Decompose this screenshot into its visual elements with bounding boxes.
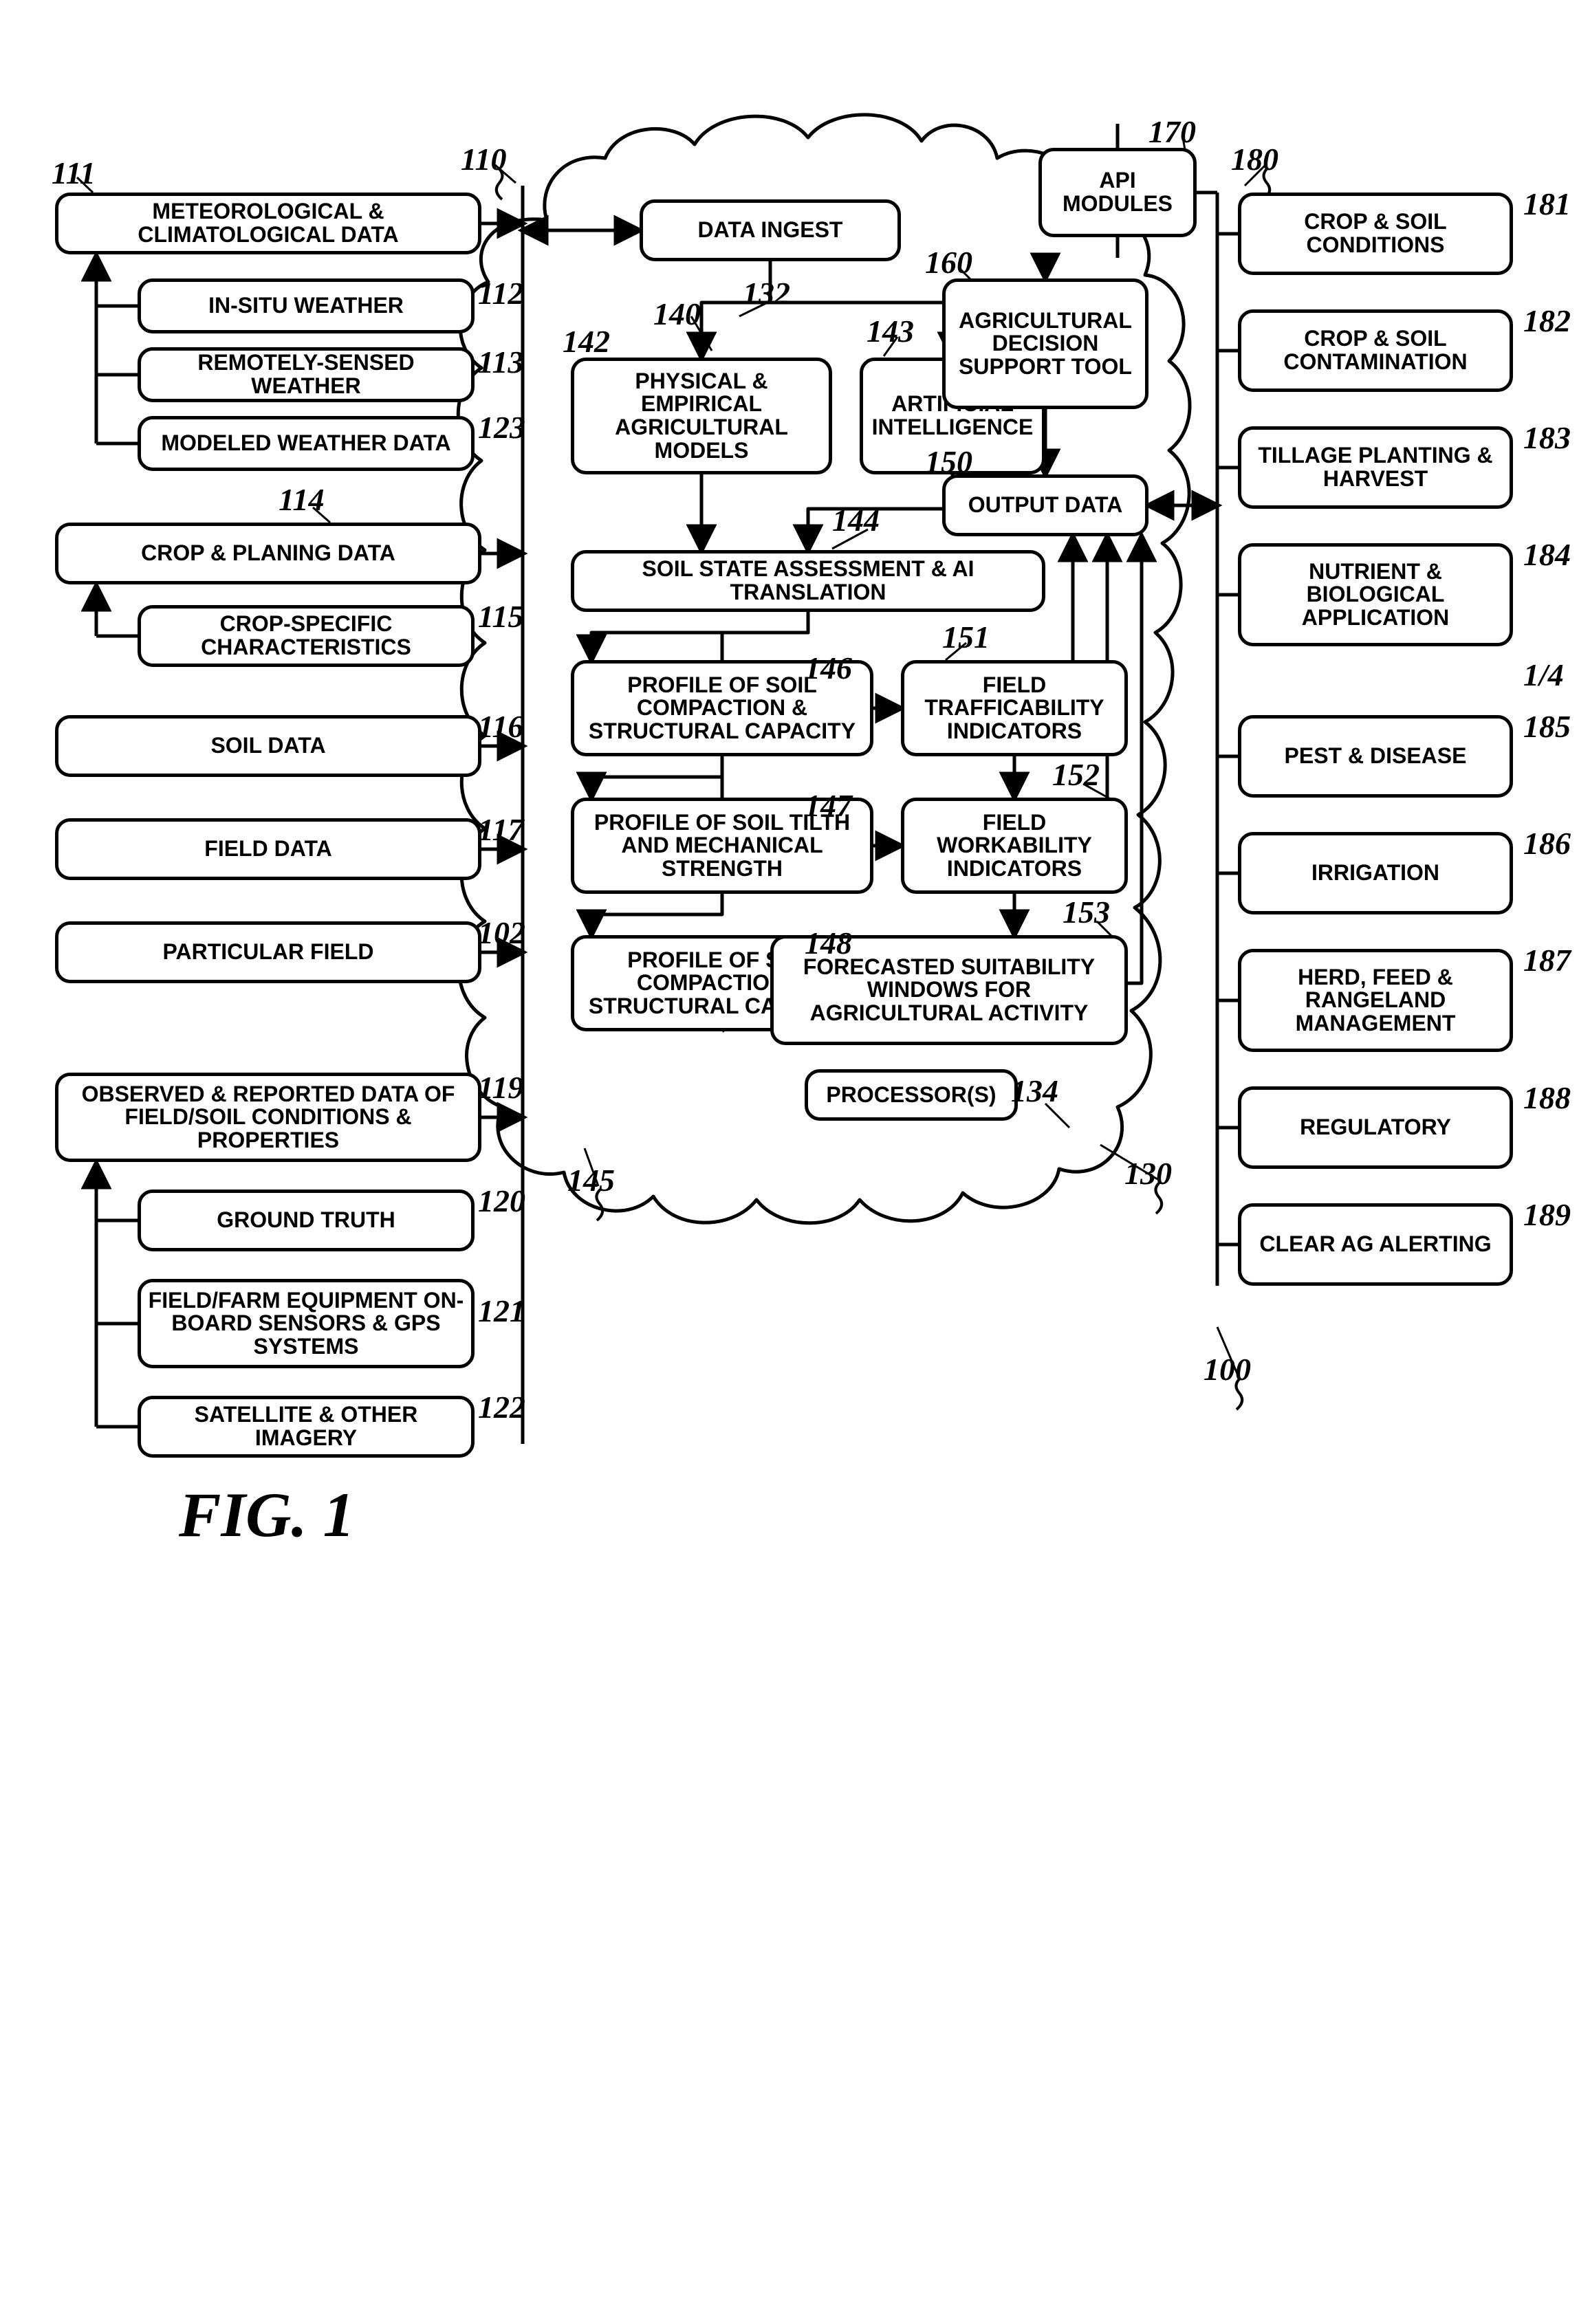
box-b182: CROP & SOIL CONTAMINATION xyxy=(1238,309,1513,392)
box-b183: TILLAGE PLANTING & HARVEST xyxy=(1238,426,1513,509)
box-b150: OUTPUT DATA xyxy=(942,474,1148,536)
ref-label-150: 150 xyxy=(925,443,972,480)
ref-label-180: 180 xyxy=(1231,141,1278,177)
ref-label-119: 119 xyxy=(478,1069,523,1106)
box-b122: SATELLITE & OTHER IMAGERY xyxy=(138,1396,475,1458)
ref-label-121: 121 xyxy=(478,1293,525,1329)
figure-label: FIG. 1 xyxy=(179,1478,355,1551)
ref-label-143: 143 xyxy=(867,313,914,349)
box-b170: API MODULES xyxy=(1038,148,1197,237)
ref-label-100: 100 xyxy=(1204,1351,1251,1388)
box-b134: PROCESSOR(S) xyxy=(805,1069,1018,1121)
box-b181: CROP & SOIL CONDITIONS xyxy=(1238,193,1513,275)
box-b189: CLEAR AG ALERTING xyxy=(1238,1203,1513,1286)
ref-label-132: 132 xyxy=(743,275,790,311)
box-b121: FIELD/FARM EQUIPMENT ON-BOARD SENSORS & … xyxy=(138,1279,475,1368)
box-b132: DATA INGEST xyxy=(640,199,901,261)
ref-label-1/4: 1/4 xyxy=(1523,657,1564,693)
ref-label-142: 142 xyxy=(563,323,610,360)
ref-label-145: 145 xyxy=(567,1162,615,1198)
box-b186: IRRIGATION xyxy=(1238,832,1513,914)
box-b160: AGRICULTURAL DECISION SUPPORT TOOL xyxy=(942,278,1148,409)
ref-label-134: 134 xyxy=(1011,1073,1058,1109)
ref-label-181: 181 xyxy=(1523,186,1571,222)
box-b144: SOIL STATE ASSESSMENT & AI TRANSLATION xyxy=(571,550,1045,612)
box-b112: IN-SITU WEATHER xyxy=(138,278,475,333)
ref-label-152: 152 xyxy=(1052,756,1100,793)
ref-label-188: 188 xyxy=(1523,1079,1571,1116)
box-b114: CROP & PLANING DATA xyxy=(55,523,481,584)
box-b151: FIELD TRAFFICABILITY INDICATORS xyxy=(901,660,1128,756)
ref-label-110: 110 xyxy=(461,141,506,177)
box-b119: OBSERVED & REPORTED DATA OF FIELD/SOIL C… xyxy=(55,1073,481,1162)
ref-label-112: 112 xyxy=(478,275,523,311)
ref-label-111: 111 xyxy=(52,155,96,191)
ref-label-185: 185 xyxy=(1523,708,1571,745)
ref-label-184: 184 xyxy=(1523,536,1571,573)
box-b188: REGULATORY xyxy=(1238,1086,1513,1169)
ref-label-114: 114 xyxy=(279,481,324,518)
ref-label-146: 146 xyxy=(805,650,852,686)
ref-label-120: 120 xyxy=(478,1183,525,1219)
ref-label-117: 117 xyxy=(478,811,523,848)
ref-label-148: 148 xyxy=(805,925,852,961)
ref-label-189: 189 xyxy=(1523,1196,1571,1233)
box-b116: SOIL DATA xyxy=(55,715,481,777)
ref-label-130: 130 xyxy=(1124,1155,1172,1192)
ref-label-182: 182 xyxy=(1523,303,1571,339)
ref-label-183: 183 xyxy=(1523,419,1571,456)
ref-label-153: 153 xyxy=(1063,894,1110,930)
box-b120: GROUND TRUTH xyxy=(138,1190,475,1251)
box-b152: FIELD WORKABILITY INDICATORS xyxy=(901,798,1128,894)
ref-label-123: 123 xyxy=(478,409,525,446)
box-b142: PHYSICAL & EMPIRICAL AGRICULTURAL MODELS xyxy=(571,358,832,474)
ref-label-151: 151 xyxy=(942,619,990,655)
ref-label-144: 144 xyxy=(832,502,880,538)
ref-label-102: 102 xyxy=(478,914,525,951)
box-b184: NUTRIENT & BIOLOGICAL APPLICATION xyxy=(1238,543,1513,646)
box-b111: METEOROLOGICAL & CLIMATOLOGICAL DATA xyxy=(55,193,481,254)
ref-label-140: 140 xyxy=(653,296,701,332)
box-b187: HERD, FEED & RANGELAND MANAGEMENT xyxy=(1238,949,1513,1052)
box-b117: FIELD DATA xyxy=(55,818,481,880)
ref-label-113: 113 xyxy=(478,344,523,380)
ref-label-116: 116 xyxy=(478,708,523,745)
ref-label-187: 187 xyxy=(1523,942,1571,978)
ref-label-160: 160 xyxy=(925,244,972,281)
box-b102: PARTICULAR FIELD xyxy=(55,921,481,983)
box-b123: MODELED WEATHER DATA xyxy=(138,416,475,471)
box-b113: REMOTELY-SENSED WEATHER xyxy=(138,347,475,402)
diagram-stage: METEOROLOGICAL & CLIMATOLOGICAL DATA IN-S… xyxy=(0,0,1579,2324)
ref-label-115: 115 xyxy=(478,598,523,635)
box-b115: CROP-SPECIFIC CHARACTERISTICS xyxy=(138,605,475,667)
ref-label-147: 147 xyxy=(805,787,852,824)
ref-label-122: 122 xyxy=(478,1389,525,1425)
ref-label-170: 170 xyxy=(1148,113,1196,150)
ref-label-186: 186 xyxy=(1523,825,1571,862)
box-b185: PEST & DISEASE xyxy=(1238,715,1513,798)
